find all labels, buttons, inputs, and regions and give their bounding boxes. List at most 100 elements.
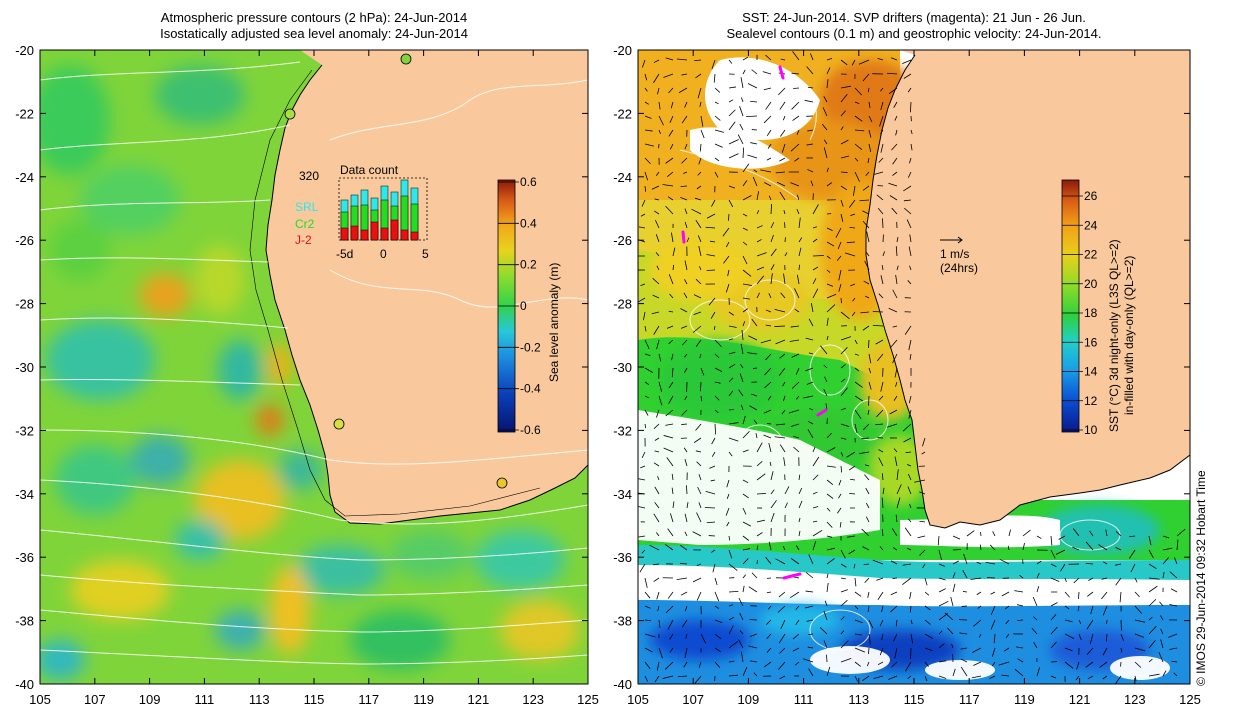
velocity-arrow <box>862 210 870 215</box>
velocity-arrow <box>910 633 914 644</box>
velocity-arrow <box>806 381 814 385</box>
velocity-arrow <box>868 619 874 629</box>
data-count-inset: Data count 320 SRL Cr2 J-2 <box>295 163 429 261</box>
velocity-arrow <box>840 155 850 159</box>
velocity-arrow <box>847 535 856 538</box>
velocity-arrow <box>680 197 688 201</box>
velocity-arrow <box>728 422 739 425</box>
y-tick-label: -34 <box>15 487 34 502</box>
velocity-arrow <box>1050 675 1057 679</box>
velocity-arrow <box>644 129 653 132</box>
velocity-arrow <box>865 171 870 177</box>
y-tick-label: -30 <box>613 360 632 375</box>
velocity-arrow <box>1176 539 1179 551</box>
velocity-arrow <box>1148 549 1154 559</box>
velocity-arrow <box>699 353 702 359</box>
velocity-arrow <box>836 255 842 261</box>
velocity-arrow <box>681 423 688 425</box>
velocity-arrow <box>826 167 829 173</box>
velocity-arrow <box>1119 591 1122 603</box>
velocity-arrow <box>742 255 748 265</box>
velocity-arrow <box>854 381 863 388</box>
velocity-arrow <box>1077 605 1080 612</box>
velocity-arrow <box>700 395 703 402</box>
velocity-arrow <box>1148 577 1160 580</box>
velocity-arrow <box>740 404 744 411</box>
velocity-arrow <box>697 171 702 176</box>
velocity-arrow <box>868 115 873 123</box>
velocity-arrow <box>893 448 898 453</box>
colorbar-tick-label: 14 <box>1084 365 1098 379</box>
velocity-arrow <box>698 246 702 257</box>
velocity-arrow <box>854 633 863 636</box>
velocity-arrow <box>656 409 660 418</box>
velocity-arrow <box>693 675 702 684</box>
velocity-arrow <box>740 343 744 355</box>
velocity-arrow <box>910 619 913 625</box>
velocity-arrow <box>768 541 772 551</box>
velocity-arrow <box>644 143 654 147</box>
x-tick-label: 125 <box>1179 692 1201 707</box>
velocity-arrow <box>714 339 722 347</box>
velocity-arrow <box>742 521 752 527</box>
velocity-arrow <box>938 588 946 593</box>
velocity-arrow <box>804 99 814 103</box>
velocity-arrow <box>868 647 870 655</box>
velocity-arrow <box>973 661 982 666</box>
velocity-arrow <box>1064 577 1067 583</box>
velocity-arrow <box>840 640 849 649</box>
velocity-arrow <box>782 546 786 551</box>
velocity-arrow <box>938 549 942 560</box>
velocity-arrow <box>680 544 688 551</box>
velocity-arrow <box>835 227 842 238</box>
velocity-arrow <box>794 288 800 299</box>
velocity-arrow <box>868 353 872 364</box>
velocity-arrow <box>640 283 646 287</box>
velocity-arrow <box>669 115 674 123</box>
inset-xtick: 5 <box>422 247 429 261</box>
velocity-arrow <box>826 521 833 528</box>
velocity-arrow <box>826 57 833 61</box>
velocity-arrow <box>783 209 786 215</box>
velocity-arrow <box>728 121 736 131</box>
velocity-arrow <box>854 115 863 122</box>
velocity-arrow <box>903 73 912 79</box>
y-tick-label: -20 <box>613 43 632 58</box>
colorbar-tick-label: 20 <box>1084 277 1098 291</box>
velocity-arrow <box>762 71 772 75</box>
velocity-arrow <box>641 549 646 554</box>
velocity-arrow <box>756 493 766 495</box>
velocity-arrow <box>966 530 975 537</box>
velocity-arrow <box>892 289 898 299</box>
velocity-arrow <box>640 213 646 217</box>
velocity-arrow <box>798 487 803 495</box>
velocity-arrow <box>991 661 996 667</box>
velocity-arrow <box>903 185 912 192</box>
velocity-arrow <box>865 487 870 495</box>
velocity-arrow <box>655 234 660 243</box>
geostrophic-velocity-arrows <box>638 51 1186 684</box>
velocity-arrow <box>725 507 730 516</box>
velocity-arrow <box>881 473 884 481</box>
velocity-arrow <box>854 87 863 96</box>
velocity-arrow <box>750 142 758 145</box>
velocity-arrow <box>807 129 814 132</box>
velocity-arrow <box>826 304 836 313</box>
velocity-arrow <box>672 501 675 509</box>
velocity-arrow <box>684 208 688 215</box>
velocity-arrow <box>840 139 849 145</box>
velocity-arrow <box>973 619 982 627</box>
velocity-arrow <box>952 535 961 540</box>
velocity-arrow <box>868 381 872 390</box>
velocity-arrow <box>1134 647 1146 652</box>
velocity-arrow <box>748 586 758 593</box>
velocity-arrow <box>663 447 674 453</box>
velocity-arrow <box>749 660 758 663</box>
drifter-track <box>778 65 785 80</box>
left-title-line1: Atmospheric pressure contours (2 hPa): 2… <box>160 10 468 25</box>
velocity-arrow <box>863 563 870 566</box>
velocity-arrow <box>698 661 702 668</box>
colorbar-tick-label: 22 <box>1084 248 1098 262</box>
velocity-arrow <box>798 530 801 537</box>
